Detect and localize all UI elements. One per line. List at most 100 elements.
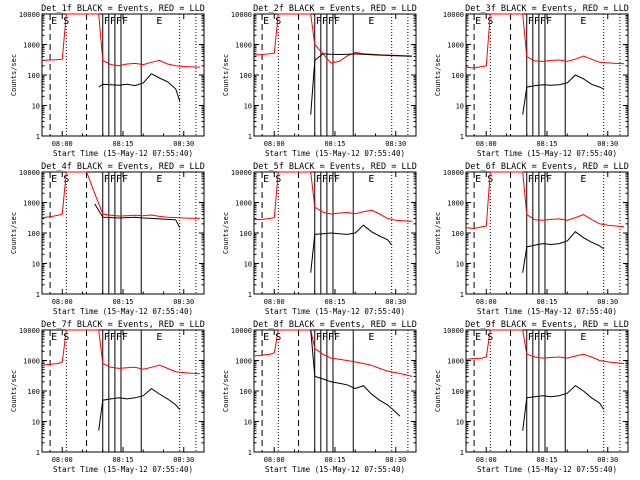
interval-label: F <box>328 174 334 185</box>
interval-label: E <box>368 174 374 185</box>
interval-label: F <box>122 332 128 343</box>
interval-label: F <box>328 16 334 27</box>
panel-title: Det_4f BLACK = Events, RED = LLD <box>41 162 205 172</box>
y-axis-label: Counts/sec <box>222 54 230 96</box>
panel-title: Det_5f BLACK = Events, RED = LLD <box>253 162 417 172</box>
x-tick-label: 08:15 <box>112 298 133 306</box>
y-tick-label: 100 <box>451 72 464 80</box>
interval-label: E <box>475 174 481 185</box>
x-tick-label: 08:15 <box>112 456 133 464</box>
panel-title: Det_9f BLACK = Events, RED = LLD <box>465 320 629 330</box>
x-tick-label: 08:30 <box>385 456 406 464</box>
panel-title: Det_3f BLACK = Events, RED = LLD <box>465 4 629 14</box>
y-tick-label: 1000 <box>23 358 40 366</box>
interval-label: E <box>580 16 586 27</box>
interval-label: F <box>110 332 116 343</box>
lld-series-line <box>253 329 413 377</box>
y-axis-label: Counts/sec <box>10 54 18 96</box>
interval-label: E <box>368 16 374 27</box>
interval-label: F <box>540 332 546 343</box>
panel-8: Det_8f BLACK = Events, RED = LLD 1 10 100 10… <box>222 320 417 474</box>
y-tick-label: 10000 <box>19 169 40 177</box>
interval-label: F <box>116 332 122 343</box>
x-tick-label: 08:30 <box>385 298 406 306</box>
lld-series-line <box>465 13 625 69</box>
x-tick-label: 08:00 <box>52 298 73 306</box>
y-tick-label: 100 <box>239 388 252 396</box>
interval-label: F <box>104 16 110 27</box>
y-tick-label: 1 <box>248 133 252 141</box>
interval-label: F <box>546 174 552 185</box>
x-tick-label: 08:30 <box>173 298 194 306</box>
y-tick-label: 10 <box>32 103 40 111</box>
x-tick-label: 08:30 <box>597 140 618 148</box>
x-tick-label: 08:00 <box>476 140 497 148</box>
interval-label: F <box>334 174 340 185</box>
interval-label: E <box>263 16 269 27</box>
interval-label: E <box>51 332 57 343</box>
interval-label: S <box>275 332 281 343</box>
y-axis-label: Counts/sec <box>10 370 18 412</box>
y-tick-label: 10000 <box>443 11 464 19</box>
y-tick-label: 10 <box>456 419 464 427</box>
y-tick-label: 10000 <box>443 169 464 177</box>
y-tick-label: 1 <box>248 449 252 457</box>
x-tick-label: 08:30 <box>173 140 194 148</box>
panel-9: Det_9f BLACK = Events, RED = LLD 1 10 100 10… <box>434 320 629 474</box>
interval-label: F <box>534 174 540 185</box>
y-tick-label: 100 <box>239 230 252 238</box>
interval-label: F <box>104 174 110 185</box>
x-axis-label: Start Time (15-May-12 07:55:40) <box>477 149 617 158</box>
x-tick-label: 08:30 <box>173 456 194 464</box>
y-tick-label: 1 <box>36 291 40 299</box>
y-tick-label: 10 <box>456 103 464 111</box>
interval-label: S <box>487 332 493 343</box>
x-tick-label: 08:00 <box>264 456 285 464</box>
interval-label: F <box>322 332 328 343</box>
interval-label: E <box>475 16 481 27</box>
y-axis-label: Counts/sec <box>10 212 18 254</box>
interval-label: E <box>263 332 269 343</box>
panel-title: Det_1f BLACK = Events, RED = LLD <box>41 4 205 14</box>
panel-6: Det_6f BLACK = Events, RED = LLD 1 10 100 10… <box>434 162 629 316</box>
y-tick-label: 10 <box>32 419 40 427</box>
y-tick-label: 1000 <box>235 358 252 366</box>
interval-label: F <box>334 16 340 27</box>
x-tick-label: 08:00 <box>476 456 497 464</box>
interval-label: F <box>328 332 334 343</box>
x-tick-label: 08:30 <box>597 456 618 464</box>
interval-label: F <box>334 332 340 343</box>
interval-label: F <box>316 332 322 343</box>
interval-label: E <box>368 332 374 343</box>
interval-label: E <box>156 16 162 27</box>
events-series-line <box>310 329 401 417</box>
lld-series-line <box>465 329 625 364</box>
y-tick-label: 100 <box>27 388 40 396</box>
y-axis-label: Counts/sec <box>222 212 230 254</box>
interval-label: F <box>322 174 328 185</box>
interval-label: F <box>122 16 128 27</box>
interval-label: F <box>528 332 534 343</box>
y-axis-label: Counts/sec <box>222 370 230 412</box>
interval-label: F <box>540 174 546 185</box>
events-series-line <box>94 203 181 228</box>
interval-label: F <box>528 16 534 27</box>
x-tick-label: 08:30 <box>385 140 406 148</box>
interval-label: F <box>316 16 322 27</box>
x-tick-label: 08:30 <box>597 298 618 306</box>
y-tick-label: 10 <box>244 419 252 427</box>
x-axis-label: Start Time (15-May-12 07:55:40) <box>53 149 193 158</box>
x-tick-label: 08:00 <box>52 140 73 148</box>
panel-title: Det_8f BLACK = Events, RED = LLD <box>253 320 417 330</box>
panel-7: Det_7f BLACK = Events, RED = LLD 1 10 100 10… <box>10 320 205 474</box>
events-series-line <box>98 73 181 102</box>
x-tick-label: 08:00 <box>264 298 285 306</box>
y-tick-label: 1 <box>460 291 464 299</box>
y-tick-label: 10000 <box>231 11 252 19</box>
x-axis-label: Start Time (15-May-12 07:55:40) <box>265 307 405 316</box>
x-axis-label: Start Time (15-May-12 07:55:40) <box>477 307 617 316</box>
interval-label: F <box>110 16 116 27</box>
y-axis-label: Counts/sec <box>434 54 442 96</box>
interval-label: S <box>63 16 69 27</box>
